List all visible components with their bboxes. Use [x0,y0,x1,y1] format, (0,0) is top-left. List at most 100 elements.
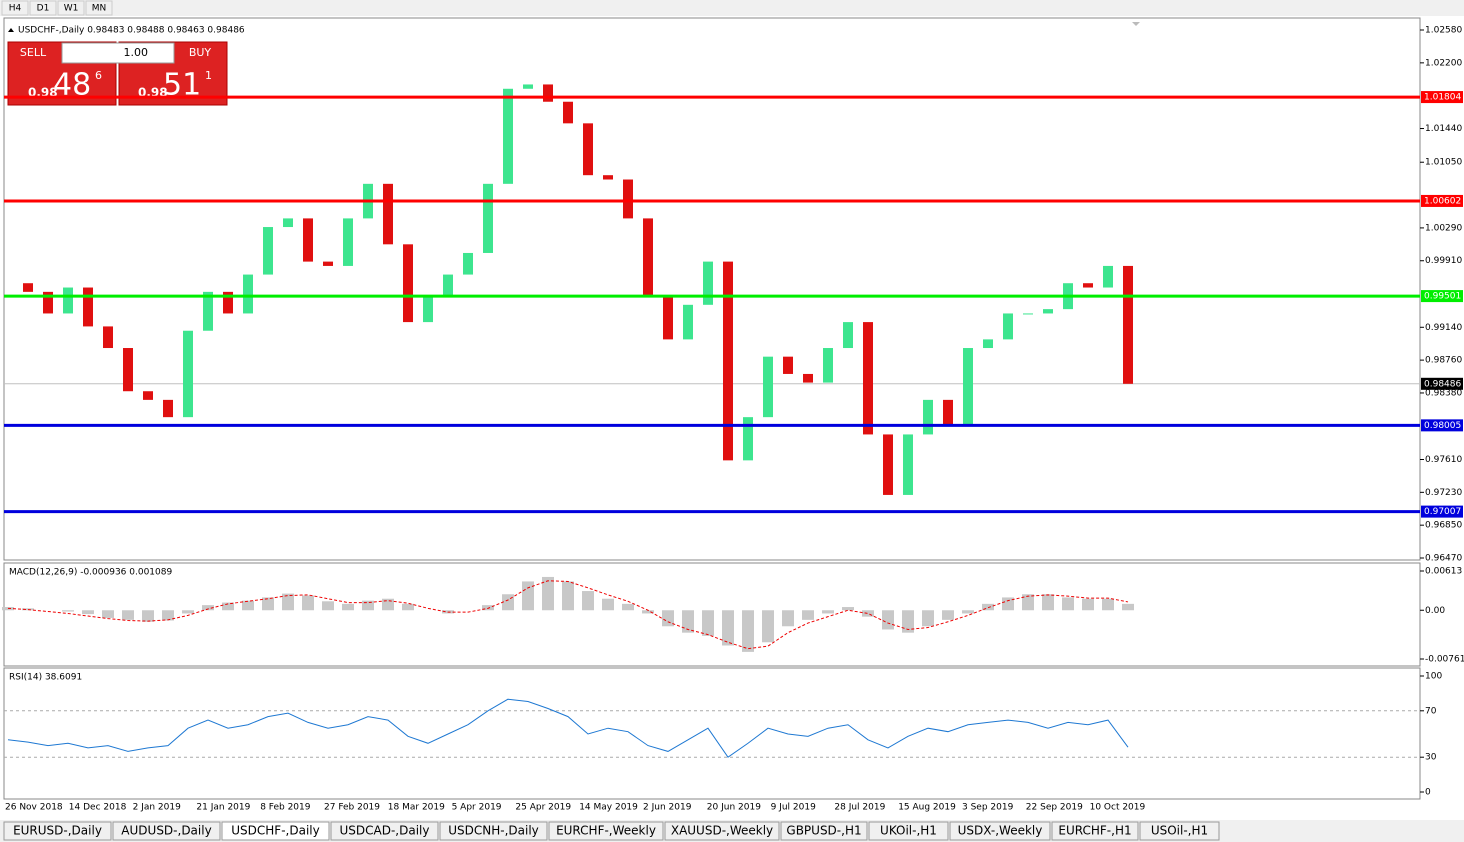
tab[interactable] [548,821,664,841]
level-label: 1.00602 [1424,196,1461,206]
macd-bar [762,610,774,643]
collapse-icon [8,28,14,32]
shift-marker [1132,22,1140,26]
candle-body [403,244,413,323]
tab[interactable] [868,821,949,841]
timeframe-label: W1 [64,4,79,14]
macd-bar [922,610,934,627]
y-tick-label: 1.01050 [1425,158,1462,168]
x-tick-label: 14 May 2019 [579,803,638,813]
macd-bar [742,610,754,652]
macd-bar [1002,597,1014,611]
y-tick-label: 70 [1425,706,1437,716]
x-tick-label: 28 Jul 2019 [834,803,885,813]
candle-body [83,287,93,327]
y-tick-label: 0.97610 [1425,455,1462,465]
candle-body [63,287,73,314]
tab[interactable] [664,821,780,841]
macd-bar [282,593,294,611]
tab[interactable] [221,821,330,841]
macd-bar [102,610,114,618]
candle-body [803,373,813,383]
x-tick-label: 10 Oct 2019 [1090,803,1146,813]
candle-body [643,218,653,297]
macd-bar [522,581,534,611]
candle-body [823,348,833,383]
candle-body [183,330,193,418]
candle-body [683,304,693,340]
tab[interactable] [780,821,868,841]
candle-body [543,84,553,102]
candle-body [1083,283,1093,288]
volume-box[interactable] [61,42,175,64]
timeframe-button[interactable] [29,0,57,16]
macd-bar [362,600,374,611]
level-label: 1.01804 [1424,93,1461,103]
tab-label: USDCNH-,Daily [448,824,539,838]
x-tick-label: 2 Jun 2019 [643,803,692,813]
timeframe-button[interactable] [57,0,85,16]
macd-bar [182,610,194,614]
y-tick-label: 1.00290 [1425,223,1462,233]
tab[interactable] [1139,821,1220,841]
candle-body [943,399,953,426]
tab-label: EURCHF-,H1 [1058,824,1131,838]
candle-body [103,326,113,349]
tab-label: USDCAD-,Daily [340,824,430,838]
macd-bar [862,610,874,617]
x-tick-label: 9 Jul 2019 [771,803,816,813]
candle-body [163,399,173,418]
y-tick-label: 1.01440 [1425,124,1462,134]
y-tick-label: 30 [1425,753,1437,763]
macd-bar [902,610,914,633]
macd-bar [1082,598,1094,611]
candle-body [383,183,393,245]
tab[interactable] [949,821,1051,841]
macd-bar [482,605,494,611]
tab-label: AUDUSD-,Daily [121,824,211,838]
tab[interactable] [112,821,221,841]
x-tick-label: 26 Nov 2018 [5,803,63,813]
timeframe-label: MN [92,4,107,14]
tab[interactable] [439,821,548,841]
candle-body [983,339,993,349]
candle-body [1023,313,1033,315]
candle-body [303,218,313,262]
y-tick-label: 0.00613 [1425,567,1462,577]
macd-pane [3,562,1421,667]
y-tick-label: 0.97230 [1425,488,1462,498]
tab[interactable] [1051,821,1139,841]
candle-body [663,296,673,340]
tab[interactable] [3,821,112,841]
candle-body [703,261,713,305]
tab[interactable] [330,821,439,841]
candle-body [883,434,893,495]
toolbar [0,0,1464,16]
candle-body [923,399,933,435]
pane-title: MACD(12,26,9) -0.000936 0.001089 [9,568,172,578]
macd-bar [602,598,614,611]
candle-body [623,179,633,219]
tab-label: UKOil-,H1 [880,824,937,838]
candle-body [1103,265,1113,288]
sell-label: SELL [20,46,47,59]
macd-bar [222,602,234,611]
level-box [1421,290,1463,303]
timeframe-button[interactable] [85,0,113,16]
x-tick-label: 27 Feb 2019 [324,803,380,813]
macd-bar [122,610,134,620]
tab-label: EURUSD-,Daily [13,824,102,838]
macd-bar [1102,598,1114,611]
macd-bar [402,603,414,611]
y-tick-label: 0.98380 [1425,388,1462,398]
macd-bar [962,610,974,614]
macd-bar [1022,594,1034,611]
timeframe-button[interactable] [1,0,29,16]
x-tick-label: 21 Jan 2019 [196,803,250,813]
buy-price-frac: 1 [205,69,212,82]
buy-label: BUY [189,46,212,59]
pane-title: RSI(14) 38.6091 [9,673,82,683]
current-price-box [1421,377,1463,390]
candle-body [743,417,753,461]
level-label: 0.99501 [1424,292,1461,302]
